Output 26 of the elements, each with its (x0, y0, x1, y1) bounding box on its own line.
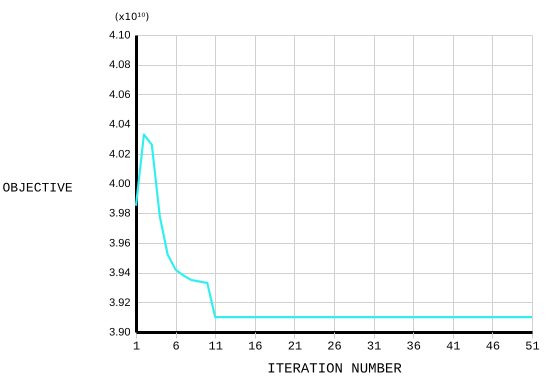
x-tick-label: 1 (132, 340, 140, 354)
y-tick-label: 3.90 (109, 326, 130, 338)
x-tick-label: 6 (172, 340, 180, 354)
y-tick-label: 3.92 (109, 296, 130, 309)
x-tick-label: 31 (366, 340, 382, 354)
y-tick-label: 4.08 (109, 59, 130, 72)
x-tick-label: 41 (446, 340, 461, 354)
x-tick-label: 51 (525, 340, 540, 354)
y-tick-label: 3.98 (109, 208, 130, 220)
x-tick-label: 11 (208, 340, 223, 354)
y-tick-label: 4.04 (109, 118, 130, 131)
y-tick-label: 3.96 (109, 237, 130, 250)
x-tick-label: 26 (327, 340, 342, 354)
line-series (134, 133, 534, 318)
y-axis-title: OBJECTIVE (2, 180, 73, 196)
y-tick-label: 3.94 (109, 267, 130, 280)
y-tick-label: 4.02 (109, 148, 130, 160)
y-tick-label: 4.00 (109, 178, 130, 190)
x-tick-label: 46 (486, 340, 500, 354)
y-tick-label: 4.10 (109, 30, 130, 42)
y-tick-label: 4.06 (109, 88, 130, 101)
x-axis-title: ITERATION NUMBER (267, 362, 402, 378)
x-tick-label: 16 (248, 340, 263, 354)
text: (x10¹⁰) (114, 12, 150, 23)
x-tick-label: 36 (406, 340, 421, 354)
x-tick-label: 21 (288, 340, 302, 354)
